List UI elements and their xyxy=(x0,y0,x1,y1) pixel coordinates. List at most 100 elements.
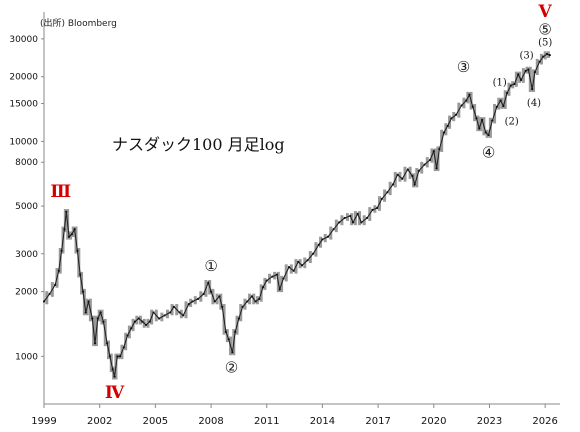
data-point xyxy=(343,216,346,220)
data-point xyxy=(360,221,363,224)
wave-label: ④ xyxy=(482,144,495,162)
data-point xyxy=(237,317,240,320)
data-point xyxy=(386,191,389,194)
data-point xyxy=(349,214,352,218)
data-point xyxy=(527,68,530,71)
data-point xyxy=(178,311,181,314)
data-point xyxy=(202,292,205,296)
chart-axes: 1000 2000 3000 5000 8000 10000 15000 20000 30000… xyxy=(9,12,560,427)
data-point xyxy=(401,177,404,180)
data-point xyxy=(99,311,102,314)
x-tick-label: 2002 xyxy=(87,416,112,427)
data-point xyxy=(102,320,105,323)
data-point xyxy=(234,330,237,333)
y-tick-label: 2000 xyxy=(15,288,38,298)
y-tick-label: 1000 xyxy=(15,352,38,362)
y-tick-label: 3000 xyxy=(15,250,38,260)
data-point xyxy=(163,314,166,317)
wave-label: (5) xyxy=(538,37,552,48)
wave-label: (2) xyxy=(505,116,519,127)
x-tick-label: 2020 xyxy=(421,416,446,427)
data-point xyxy=(108,355,111,358)
data-point xyxy=(250,295,253,298)
data-point xyxy=(495,105,498,108)
data-point xyxy=(227,338,230,341)
data-point xyxy=(321,238,324,241)
y-tick-label: 10000 xyxy=(9,137,38,147)
data-point xyxy=(487,133,490,137)
data-point xyxy=(111,368,114,371)
data-point xyxy=(533,71,537,74)
source-label: (出所) Bloomberg xyxy=(40,17,117,29)
data-point xyxy=(42,300,46,303)
data-point xyxy=(157,317,161,320)
data-point xyxy=(413,183,416,186)
data-point xyxy=(506,91,509,95)
data-point xyxy=(148,320,151,323)
data-point xyxy=(73,228,76,231)
wave-label: ① xyxy=(204,257,217,275)
data-point xyxy=(499,99,502,102)
data-point xyxy=(84,311,87,314)
data-point xyxy=(542,55,545,58)
data-point xyxy=(81,290,85,293)
data-point xyxy=(475,117,478,120)
data-point xyxy=(519,78,523,82)
data-point xyxy=(391,183,395,186)
data-point xyxy=(548,54,551,57)
data-point xyxy=(218,295,221,298)
data-point xyxy=(91,317,94,320)
chart-title: ナスダック100 月足log xyxy=(112,135,285,154)
data-point xyxy=(450,117,453,120)
data-point xyxy=(48,292,51,296)
data-point xyxy=(54,283,57,286)
data-point xyxy=(130,327,133,330)
data-point xyxy=(423,163,426,166)
data-point xyxy=(471,105,474,108)
data-point xyxy=(106,342,109,345)
data-point xyxy=(207,281,210,284)
data-point xyxy=(300,264,304,267)
data-point xyxy=(119,355,122,358)
data-point xyxy=(371,208,374,212)
data-point xyxy=(454,113,458,116)
data-point xyxy=(524,69,527,72)
data-point xyxy=(460,104,463,107)
x-tick-label: 2023 xyxy=(477,416,502,427)
y-tick-label: 30000 xyxy=(9,35,38,45)
data-point xyxy=(484,131,487,134)
data-point xyxy=(356,212,359,215)
data-point xyxy=(133,320,137,323)
data-point xyxy=(326,235,330,238)
plot-area xyxy=(42,51,551,380)
data-point xyxy=(297,260,300,263)
data-point xyxy=(517,73,520,76)
data-point xyxy=(332,228,335,231)
data-point xyxy=(209,290,213,293)
data-point xyxy=(182,314,185,317)
data-point xyxy=(221,305,224,308)
data-point xyxy=(172,305,176,308)
data-point xyxy=(396,173,399,176)
data-point xyxy=(306,259,309,262)
data-point xyxy=(261,285,265,289)
y-tick-label: 20000 xyxy=(9,73,38,83)
data-point xyxy=(137,317,140,320)
data-point xyxy=(96,317,99,320)
x-tick-label: 2008 xyxy=(198,416,223,427)
data-point xyxy=(70,233,73,236)
data-point xyxy=(152,311,155,314)
data-point xyxy=(538,60,541,63)
y-tick-label: 15000 xyxy=(9,100,38,110)
wave-label: (1) xyxy=(493,78,507,89)
wave-label: (3) xyxy=(520,51,534,62)
data-point xyxy=(65,210,68,213)
x-tick-label: 2026 xyxy=(532,416,557,427)
data-point xyxy=(478,127,481,130)
x-tick-label: 2005 xyxy=(143,416,168,427)
data-point xyxy=(187,302,190,306)
data-point xyxy=(231,351,234,354)
wave-label: ⑤ xyxy=(538,20,551,38)
data-point xyxy=(57,269,60,272)
data-point xyxy=(465,99,468,102)
